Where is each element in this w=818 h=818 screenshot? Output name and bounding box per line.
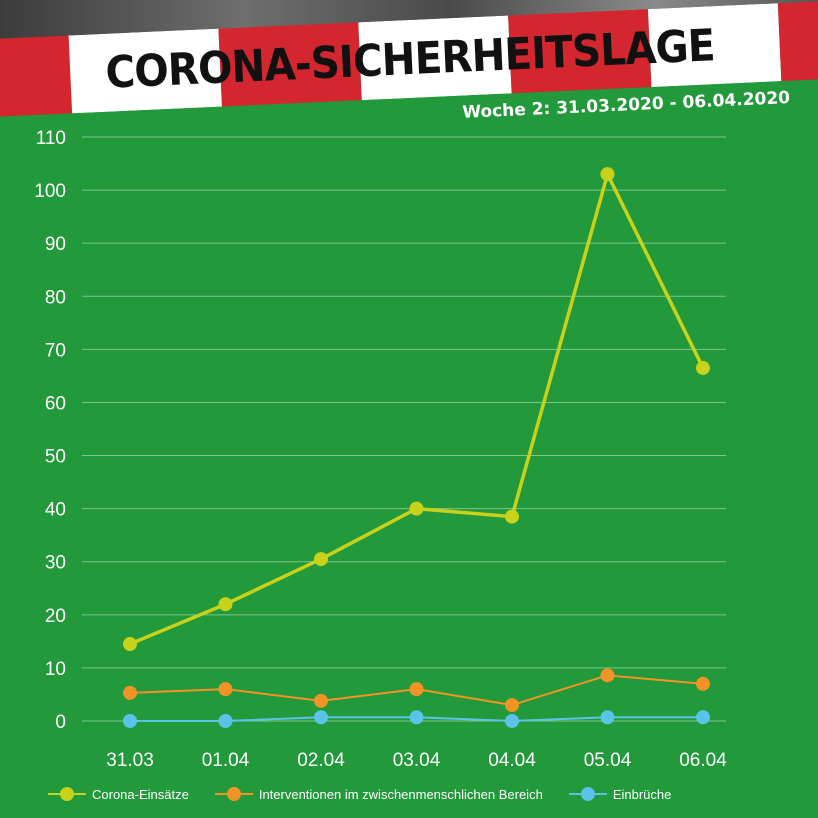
- data-point: [600, 668, 615, 683]
- legend-label: Corona-Einsätze: [92, 786, 189, 802]
- legend-swatch: [568, 787, 607, 801]
- legend-item: Einbrüche: [568, 786, 672, 802]
- x-tick-label: 01.04: [202, 750, 250, 771]
- y-tick-label: 100: [34, 181, 66, 202]
- data-point: [409, 501, 424, 516]
- data-point: [696, 676, 710, 691]
- legend-swatch: [214, 787, 253, 801]
- data-point: [600, 710, 615, 725]
- data-point: [505, 698, 519, 713]
- data-point: [696, 360, 710, 375]
- legend-label: Interventionen im zwischenmenschlichen B…: [258, 786, 543, 802]
- data-point: [409, 710, 424, 725]
- legend-swatch: [48, 787, 86, 801]
- data-point: [123, 714, 137, 728]
- y-tick-label: 60: [45, 393, 66, 414]
- y-tick-label: 40: [45, 500, 66, 521]
- y-tick-label: 70: [45, 340, 66, 361]
- data-point: [505, 714, 519, 728]
- x-tick-label: 06.04: [679, 750, 727, 771]
- y-tick-label: 90: [45, 234, 66, 255]
- data-point: [696, 710, 710, 725]
- y-tick-label: 110: [36, 128, 66, 149]
- data-point: [218, 682, 233, 697]
- chart-legend: Corona-Einsätze Interventionen im zwische…: [48, 782, 671, 806]
- x-tick-label: 02.04: [297, 750, 345, 771]
- data-point: [409, 682, 424, 697]
- x-tick-label: 03.04: [393, 750, 441, 771]
- data-point: [123, 685, 137, 700]
- y-tick-label: 30: [45, 553, 66, 574]
- legend-item: Interventionen im zwischenmenschlichen B…: [214, 786, 543, 802]
- data-point: [600, 167, 615, 182]
- data-point: [314, 552, 328, 567]
- data-point: [314, 693, 328, 708]
- y-tick-label: 80: [45, 287, 66, 308]
- legend-label: Einbrüche: [612, 786, 672, 802]
- y-tick-label: 10: [45, 659, 66, 680]
- y-tick-label: 0: [55, 712, 66, 733]
- x-tick-label: 04.04: [488, 750, 536, 771]
- data-point: [218, 597, 233, 612]
- data-point: [505, 509, 519, 524]
- x-tick-label: 31.03: [106, 750, 154, 771]
- series-line: [129, 172, 705, 646]
- x-tick-label: 05.04: [584, 750, 632, 771]
- data-point: [314, 710, 328, 725]
- data-point: [218, 714, 233, 728]
- data-point: [123, 637, 137, 652]
- legend-item: Corona-Einsätze: [48, 787, 189, 802]
- y-tick-label: 50: [45, 447, 66, 468]
- y-tick-label: 20: [45, 606, 66, 627]
